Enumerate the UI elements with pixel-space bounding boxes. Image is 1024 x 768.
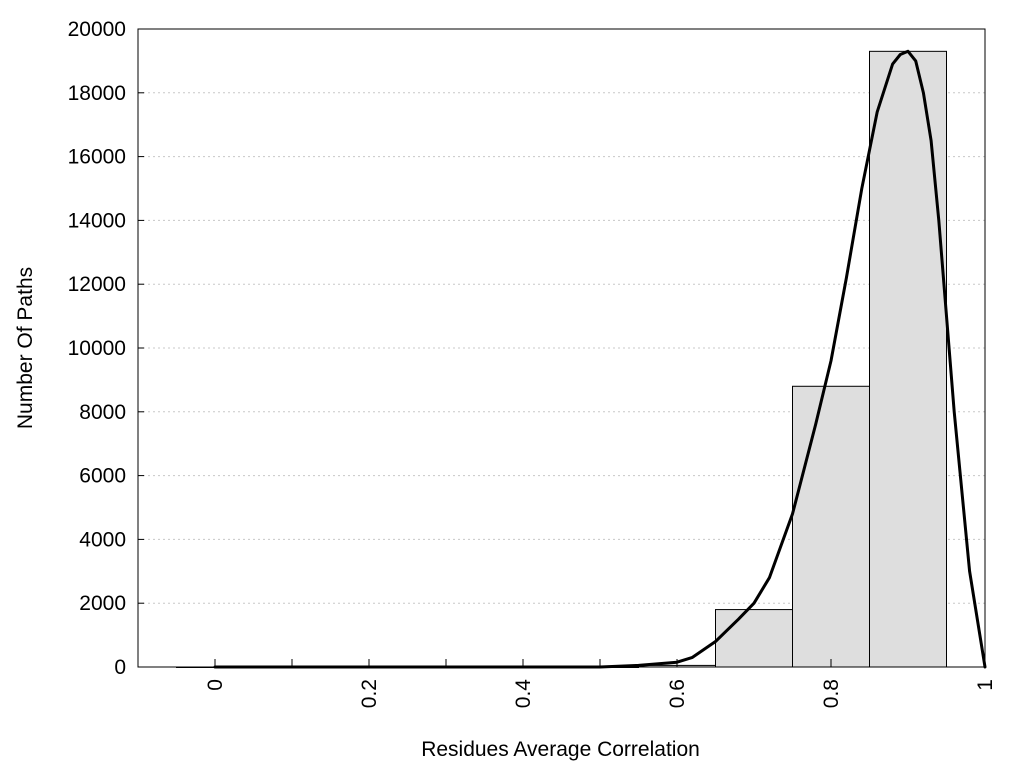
x-tick-label: 0.8 [820, 679, 843, 708]
histogram-bar [715, 609, 793, 668]
tick-labels: 0 2000 4000 6000 8000 10000 12000 14000 16000 180… [68, 18, 997, 708]
histogram-bar [792, 385, 870, 668]
y-tick-label: 20000 [68, 18, 126, 41]
axis-ticks [138, 28, 986, 668]
y-tick-label: 0 [114, 656, 126, 679]
y-tick-label: 8000 [79, 401, 126, 424]
y-tick-label: 2000 [79, 592, 126, 615]
x-tick-label: 0.2 [358, 679, 381, 708]
y-tick-label: 6000 [79, 465, 126, 488]
y-tick-label: 16000 [68, 146, 126, 169]
y-tick-label: 12000 [68, 273, 126, 296]
y-axis-label: Number Of Paths [14, 267, 37, 429]
y-tick-label: 4000 [79, 528, 126, 551]
y-tick-label: 14000 [68, 209, 126, 232]
x-tick-label: 0.4 [512, 679, 535, 709]
x-axis-label: Residues Average Correlation [421, 738, 700, 761]
x-tick-label: 0.6 [666, 679, 689, 708]
y-tick-label: 10000 [68, 337, 126, 360]
x-tick-label: 0 [204, 679, 227, 691]
density-curve [213, 49, 987, 669]
y-tick-label: 18000 [68, 82, 126, 105]
x-tick-label: 1 [974, 679, 997, 691]
histogram-bar [869, 50, 947, 668]
